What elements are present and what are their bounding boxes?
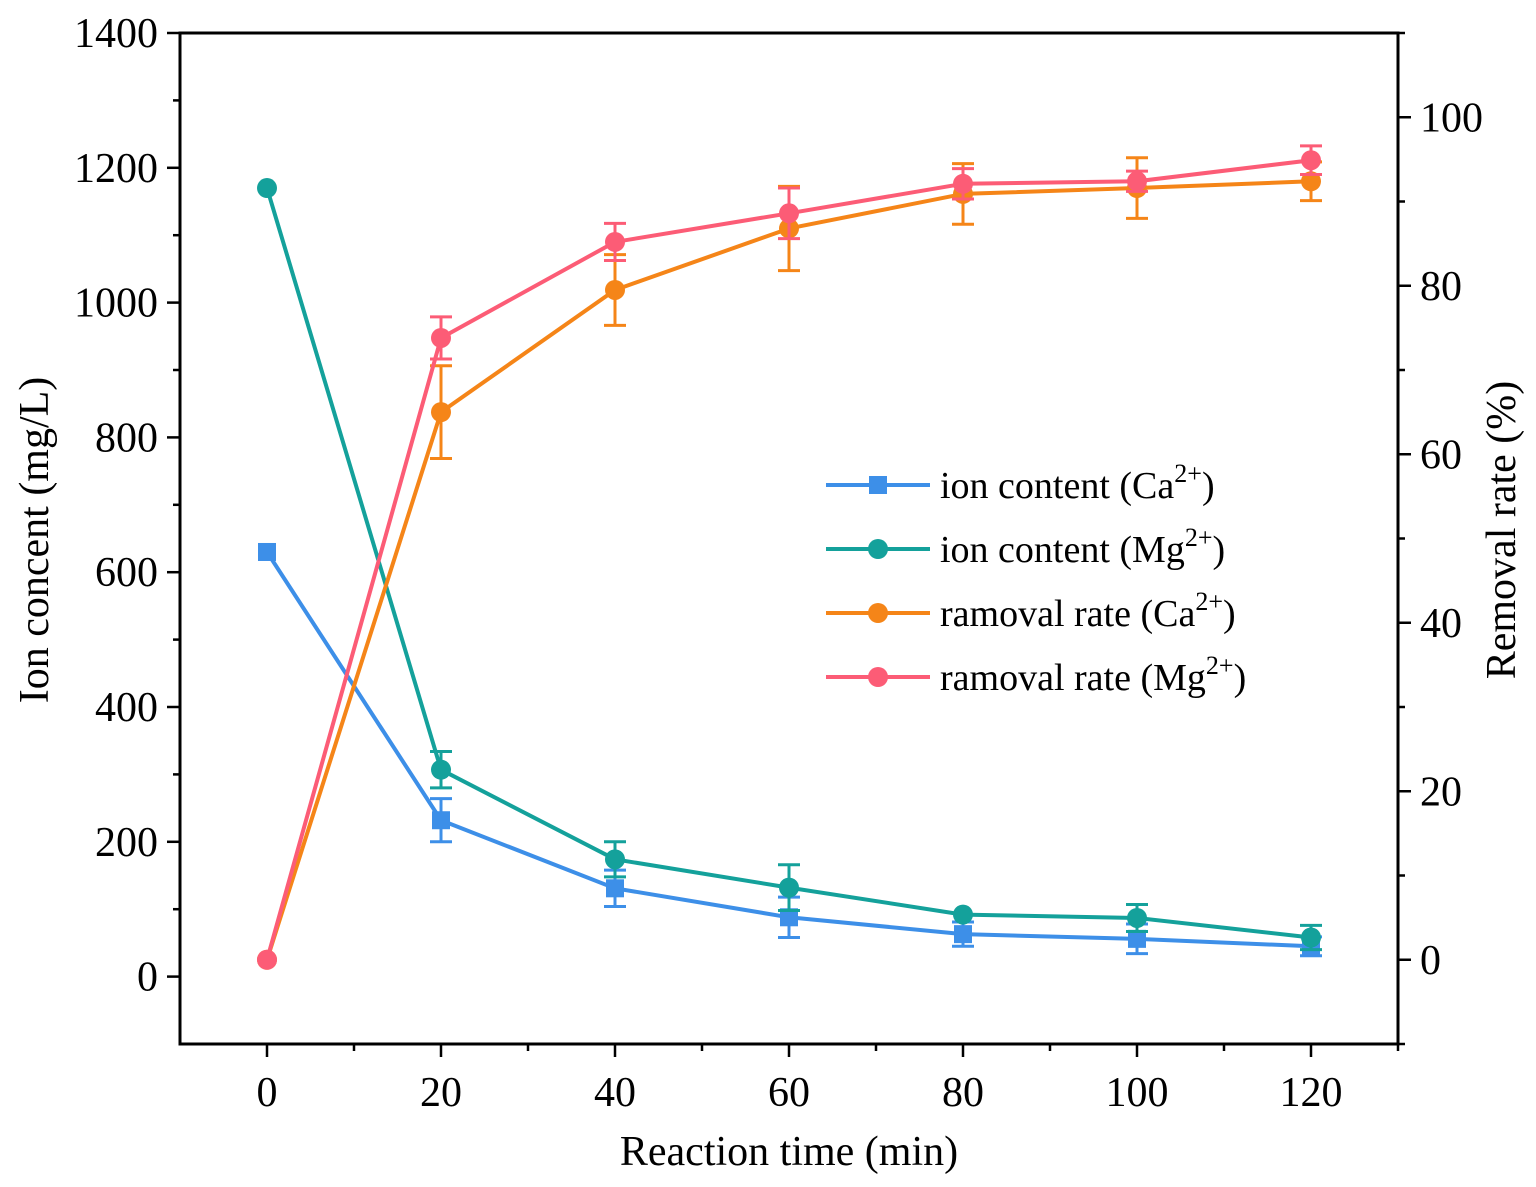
y-left-tick-label: 200 xyxy=(95,820,158,866)
axes-layer: 0 20 40 60 80 100 1200200400600800100012001400… xyxy=(74,11,1483,1116)
y-right-tick-label: 0 xyxy=(1420,938,1441,984)
data-point xyxy=(257,949,277,970)
legend-marker xyxy=(869,476,887,494)
legend-entry: ramoval rate (Mg2+) xyxy=(826,651,1246,699)
data-point xyxy=(1128,929,1146,948)
y-right-axis-title: Removal rate (%) xyxy=(1479,381,1525,680)
y-left-tick-label: 800 xyxy=(95,415,158,461)
data-point xyxy=(953,904,973,925)
data-point xyxy=(431,327,451,348)
data-point xyxy=(606,879,624,898)
data-point xyxy=(605,279,625,300)
legend-marker xyxy=(868,603,888,623)
y-left-tick-label: 0 xyxy=(137,955,158,1001)
legend-marker xyxy=(868,539,888,559)
data-point xyxy=(431,402,451,423)
y-left-axis-title: Ion concent (mg/L) xyxy=(12,377,58,704)
series-4 xyxy=(257,144,1322,970)
legend-entry: ion content (Mg2+) xyxy=(826,523,1225,571)
legend-marker xyxy=(868,667,888,687)
legend-label: ion content (Ca2+) xyxy=(940,459,1215,507)
series-1 xyxy=(258,542,1322,958)
legend-label: ramoval rate (Ca2+) xyxy=(940,587,1236,635)
x-tick-label: 80 xyxy=(942,1070,984,1116)
y-left-tick-label: 1200 xyxy=(74,146,158,192)
data-point xyxy=(605,231,625,252)
data-point xyxy=(1127,171,1147,192)
x-tick-label: 60 xyxy=(768,1070,810,1116)
x-tick-label: 120 xyxy=(1280,1070,1343,1116)
data-point xyxy=(258,542,276,561)
data-point xyxy=(605,849,625,870)
y-right-tick-label: 40 xyxy=(1420,601,1462,647)
data-point xyxy=(953,173,973,194)
y-left-tick-label: 600 xyxy=(95,550,158,596)
x-tick-label: 40 xyxy=(594,1070,636,1116)
data-point xyxy=(432,811,450,830)
data-point xyxy=(431,759,451,780)
data-point xyxy=(1127,907,1147,928)
data-point xyxy=(779,203,799,224)
data-point xyxy=(779,877,799,898)
y-left-tick-label: 1000 xyxy=(74,281,158,327)
data-point xyxy=(257,178,277,199)
data-point xyxy=(1301,150,1321,171)
y-right-tick-label: 100 xyxy=(1420,95,1483,141)
legend-entry: ion content (Ca2+) xyxy=(826,459,1215,507)
data-point xyxy=(1301,171,1321,192)
y-right-tick-label: 80 xyxy=(1420,264,1462,310)
legend-entry: ramoval rate (Ca2+) xyxy=(826,587,1236,635)
x-axis-title: Reaction time (min) xyxy=(620,1129,958,1175)
y-right-tick-label: 20 xyxy=(1420,769,1462,815)
series-layer xyxy=(257,144,1322,970)
legend-label: ramoval rate (Mg2+) xyxy=(940,651,1246,699)
legend: ion content (Ca2+) ion content (Mg2+) ramo… xyxy=(826,459,1246,699)
x-tick-label: 20 xyxy=(420,1070,462,1116)
y-left-tick-label: 400 xyxy=(95,685,158,731)
x-tick-label: 100 xyxy=(1106,1070,1169,1116)
legend-label: ion content (Mg2+) xyxy=(940,523,1225,571)
data-point xyxy=(954,925,972,944)
series-2 xyxy=(257,178,1322,952)
data-point xyxy=(780,908,798,927)
data-point xyxy=(1301,927,1321,948)
x-tick-label: 0 xyxy=(257,1070,278,1116)
y-right-tick-label: 60 xyxy=(1420,432,1462,478)
y-left-tick-label: 1400 xyxy=(74,11,158,57)
